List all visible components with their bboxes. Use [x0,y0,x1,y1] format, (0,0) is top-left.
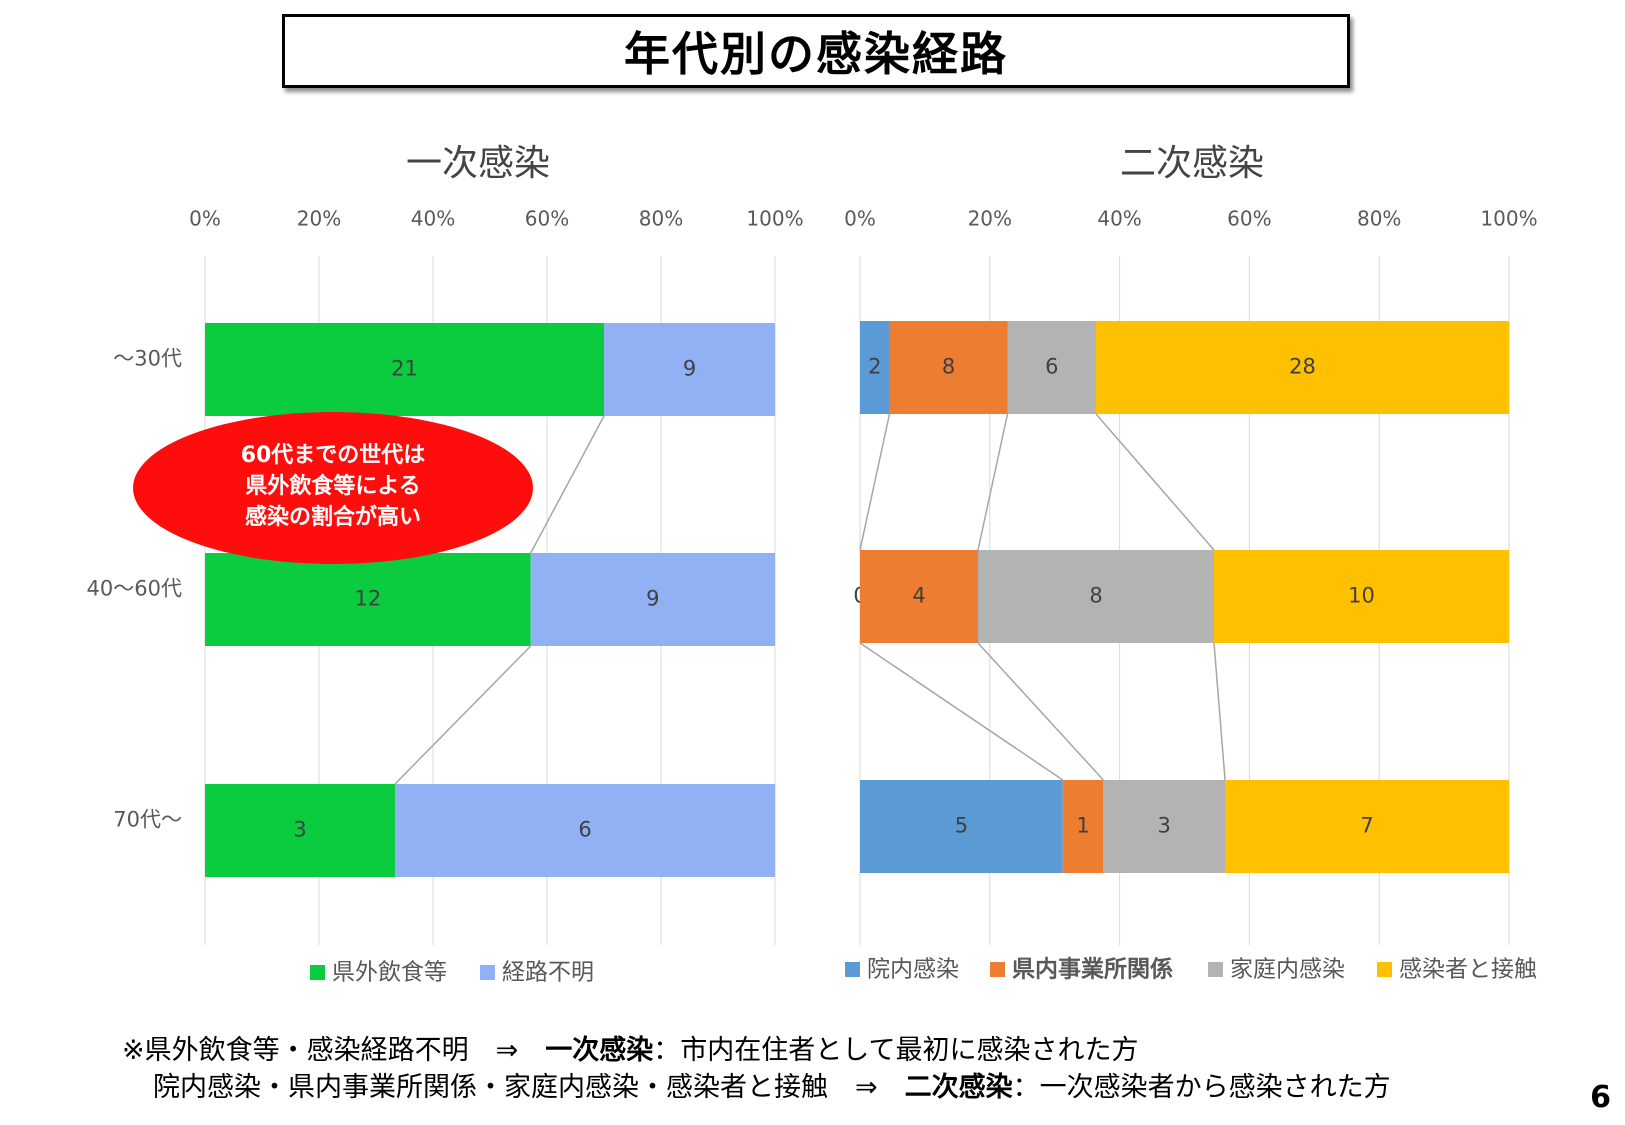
bar-segment [1225,780,1509,873]
data-label: 6 [578,818,591,842]
x-tick-label: 20% [297,207,341,231]
legend-label: 感染者と接触 [1399,957,1537,983]
x-tick-label: 60% [1227,207,1271,231]
bar-segment [978,550,1214,643]
bar-segment [1214,550,1509,643]
bar-segment [1007,321,1096,414]
bar-segment [395,784,775,877]
legend-label: 院内感染 [867,957,959,983]
category-label: ～30代 [113,347,182,371]
data-label: 7 [1360,814,1373,838]
series-line [394,645,532,785]
series-line [977,642,1104,781]
page-title: 年代別の感染経路 [282,14,1350,88]
legend-swatch [310,965,325,980]
x-tick-label: 60% [525,207,569,231]
x-tick-label: 40% [1097,207,1141,231]
series-line [859,413,891,551]
legend-label: 家庭内感染 [1230,957,1345,983]
legend-label: 県外飲食等 [332,960,447,986]
legend-label: 経路不明 [502,960,594,986]
data-label: 1 [1076,814,1089,838]
data-label: 3 [1158,814,1171,838]
note-line-1-suffix: ：市内在住者として最初に感染された方 [653,1035,1139,1066]
bar-segment [205,784,395,877]
note-line-2-suffix: ：一次感染者から感染された方 [1012,1072,1391,1103]
chart-title: 一次感染 [406,143,550,184]
note-line-2: 院内感染・県内事業所関係・家庭内感染・感染者と接触 ⇒ 二次感染：一次感染者から… [153,1065,1391,1104]
data-label: 8 [1089,584,1102,608]
bar-segment [860,780,1063,873]
note-line-2-prefix: 院内感染・県内事業所関係・家庭内感染・感染者と接触 ⇒ [153,1072,905,1103]
series-line [977,413,1009,551]
data-label: 9 [646,587,659,611]
x-tick-label: 80% [1357,207,1401,231]
legend-label: 県内事業所関係 [1012,956,1173,983]
series-line [1213,642,1226,781]
bar-segment [860,550,978,643]
callout-text-line: 60代までの世代は [241,443,426,468]
bar-segment [1062,780,1104,873]
bar-segment [604,323,775,416]
bar-segment [205,323,604,416]
series-line [859,642,1064,781]
data-label: 3 [293,818,306,842]
bar-segment [889,321,1008,414]
chart-2: 二次感染0%20%40%60%80%100%28628048105137院内感染… [844,143,1537,983]
category-label: 70代～ [113,808,182,832]
legend-swatch [990,962,1005,977]
x-tick-label: 0% [844,207,876,231]
note-line-1: ※県外飲食等・感染経路不明 ⇒ 一次感染：市内在住者として最初に感染された方 [122,1028,1138,1067]
bar-segment [860,321,890,414]
legend-swatch [480,965,495,980]
data-label: 28 [1289,355,1316,379]
note-line-2-bold: 二次感染 [904,1072,1013,1103]
data-label: 8 [942,355,955,379]
x-tick-label: 40% [411,207,455,231]
x-tick-label: 0% [189,207,221,231]
data-label: 10 [1348,584,1375,608]
callout-text-line: 県外飲食等による [245,473,420,499]
bar-segment [205,553,531,646]
category-label: 40～60代 [87,577,182,601]
x-tick-label: 20% [968,207,1012,231]
x-tick-label: 80% [639,207,683,231]
data-label: 9 [683,357,696,381]
data-label: 12 [354,587,381,611]
legend-swatch [1377,962,1392,977]
bar-segment [1096,321,1509,414]
chart-1: 一次感染 0% 20% 40% 60% 80% 100% ～30代 40～60代 70代～ 21 9 1… [87,143,804,986]
legend-swatch [1208,962,1223,977]
callout-text-line: 感染の割合が高い [245,504,421,530]
note-line-1-prefix: ※県外飲食等・感染経路不明 ⇒ [122,1035,546,1066]
data-label: 5 [955,814,968,838]
data-label: 4 [912,584,925,608]
series-line [530,415,605,554]
note-line-1-bold: 一次感染 [545,1035,654,1066]
x-tick-label: 100% [1480,207,1537,231]
data-label: 2 [868,355,881,379]
x-tick-label: 100% [746,207,803,231]
callout-ellipse [133,412,533,564]
chart-title: 二次感染 [1120,143,1264,184]
data-label: 6 [1045,355,1058,379]
page-number: 6 [1590,1080,1611,1115]
series-line [1095,413,1215,551]
data-label: 21 [391,357,418,381]
legend-swatch [845,962,860,977]
bar-segment [1103,780,1226,873]
bar-segment [530,553,775,646]
